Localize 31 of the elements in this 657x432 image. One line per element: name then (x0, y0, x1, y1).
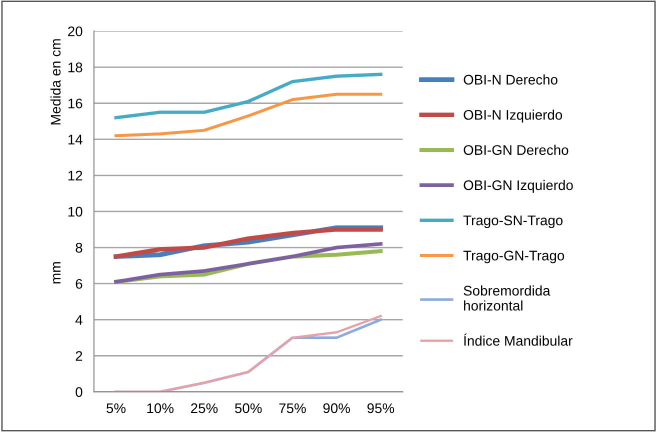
legend-label: OBI-GN Izquierdo (464, 180, 573, 193)
y-tick-label: 4 (75, 315, 82, 325)
y-tick-label: 8 (76, 242, 82, 253)
y-axis-title: Medida en cm (50, 39, 61, 124)
x-tick-label: 75% (279, 403, 306, 414)
line-series (114, 72, 382, 120)
legend-label: OBI-GN Derecho (464, 144, 568, 155)
x-tick-label: 95% (367, 403, 394, 414)
x-tick-label: 25% (191, 403, 218, 414)
x-tick-label: 90% (323, 403, 350, 414)
y-tick-label: 10 (68, 206, 82, 217)
y-tick-label: 2 (76, 351, 82, 361)
x-tick-label: 5% (106, 403, 126, 414)
legend-label: Trago-GN-Trago (463, 250, 564, 264)
legend-label: OBI-N Izquierdo (464, 110, 562, 123)
legend-label: Sobremordida horizontal (464, 285, 550, 311)
y-tick-label: 12 (68, 170, 82, 180)
legend-label: Índice Mandibular (464, 334, 572, 346)
text: mm (53, 262, 60, 284)
line-series (114, 92, 382, 138)
legend-label: OBI-N Derecho (464, 74, 558, 85)
y-tick-label: 14 (68, 134, 82, 144)
x-tick-label: 50% (235, 403, 262, 414)
y-tick-label: 20 (68, 26, 82, 36)
x-tick-label: 10% (147, 403, 174, 414)
y-tick-label: 18 (68, 62, 82, 72)
y-tick-label: 16 (68, 98, 82, 108)
y-tick-label: 0 (76, 387, 82, 397)
y-tick-label: 6 (76, 278, 82, 289)
line-series (114, 242, 383, 284)
legend-label: Trago-SN-Trago (463, 215, 563, 228)
